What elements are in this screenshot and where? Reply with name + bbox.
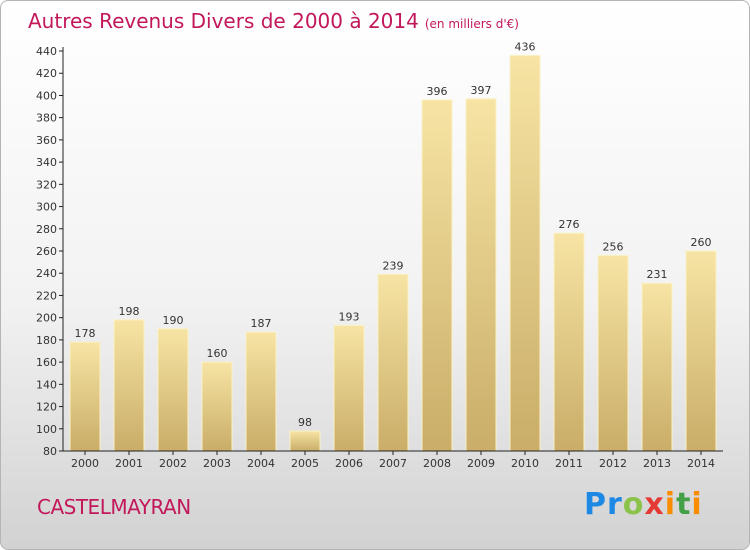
- x-tick-label: 2001: [115, 457, 143, 470]
- proxiti-logo: Proxiti: [584, 487, 703, 522]
- x-tick-label: 2008: [423, 457, 451, 470]
- y-tick-label: 200: [36, 312, 57, 325]
- bars: 178 198 190 160 187 98 193 239 396 397 436 276 256 23…: [69, 40, 717, 452]
- y-tick-label: 240: [36, 267, 57, 280]
- commune-name: CASTELMAYRAN: [37, 495, 191, 519]
- y-tick-label: 360: [36, 134, 57, 147]
- bar-value-label: 193: [339, 310, 360, 323]
- bar-value-label: 98: [298, 416, 312, 429]
- x-tick-label: 2014: [687, 457, 715, 470]
- y-tick-label: 100: [36, 423, 57, 436]
- logo-letter: r: [607, 487, 623, 522]
- bar-2012: [597, 254, 629, 452]
- x-axis: 2000 2001 2002 2003 2004 2005 2006 2007 2008 2009…: [63, 450, 723, 470]
- bar-value-label: 276: [559, 218, 580, 231]
- y-tick-label: 80: [43, 445, 57, 458]
- bar-value-label: 256: [603, 240, 624, 253]
- logo-letter: t: [676, 487, 692, 522]
- bar-2005: [289, 430, 321, 452]
- bar-value-label: 436: [515, 40, 536, 53]
- y-tick-label: 260: [36, 245, 57, 258]
- bar-value-label: 160: [207, 347, 228, 360]
- x-tick-label: 2012: [599, 457, 627, 470]
- bar-2011: [553, 232, 585, 452]
- x-tick-label: 2005: [291, 457, 319, 470]
- bar-value-label: 178: [75, 327, 96, 340]
- x-tick-label: 2009: [467, 457, 495, 470]
- y-tick-label: 140: [36, 378, 57, 391]
- x-tick-label: 2002: [159, 457, 187, 470]
- x-tick-label: 2003: [203, 457, 231, 470]
- x-tick-label: 2000: [71, 457, 99, 470]
- x-tick-label: 2013: [643, 457, 671, 470]
- bar-2014: [685, 250, 717, 452]
- y-tick-label: 280: [36, 223, 57, 236]
- y-tick-label: 160: [36, 356, 57, 369]
- bar-2001: [113, 319, 145, 452]
- bar-2007: [377, 273, 409, 452]
- bar-2003: [201, 361, 233, 452]
- y-tick-label: 300: [36, 201, 57, 214]
- logo-letter: i: [691, 487, 703, 522]
- bar-value-label: 198: [119, 305, 140, 318]
- bar-2009: [465, 98, 497, 452]
- chart-title: Autres Revenus Divers de 2000 à 2014 (en …: [28, 9, 519, 33]
- bar-value-label: 231: [647, 268, 668, 281]
- x-tick-label: 2004: [247, 457, 275, 470]
- bar-2000: [69, 341, 101, 452]
- y-tick-label: 400: [36, 89, 57, 102]
- bar-value-label: 397: [471, 84, 492, 97]
- bar-2006: [333, 324, 365, 452]
- bar-2004: [245, 331, 277, 452]
- bar-value-label: 396: [427, 85, 448, 98]
- bar-value-label: 239: [383, 259, 404, 272]
- x-tick-label: 2006: [335, 457, 363, 470]
- chart-title-text: Autres Revenus Divers de 2000 à 2014: [28, 9, 419, 33]
- y-tick-label: 320: [36, 178, 57, 191]
- y-tick-label: 340: [36, 156, 57, 169]
- y-tick-label: 420: [36, 67, 57, 80]
- y-tick-label: 180: [36, 334, 57, 347]
- x-tick-label: 2011: [555, 457, 583, 470]
- bar-2002: [157, 328, 189, 452]
- bar-value-label: 187: [251, 317, 272, 330]
- bar-2008: [421, 99, 453, 452]
- bar-value-label: 190: [163, 314, 184, 327]
- bar-2013: [641, 282, 673, 452]
- logo-letter: o: [622, 487, 645, 522]
- bar-2010: [509, 54, 541, 452]
- y-tick-label: 380: [36, 112, 57, 125]
- logo-letter: i: [664, 487, 677, 522]
- logo-letter: P: [584, 487, 607, 522]
- x-tick-label: 2007: [379, 457, 407, 470]
- y-tick-label: 120: [36, 401, 57, 414]
- y-tick-label: 220: [36, 289, 57, 302]
- logo-letter: x: [644, 487, 665, 522]
- y-tick-label: 440: [36, 45, 57, 58]
- y-axis: 80 100 120 140 160 180 200 220 240 260 280 300 320 34…: [36, 45, 64, 458]
- chart-subtitle: (en milliers d'€): [424, 17, 519, 31]
- x-tick-label: 2010: [511, 457, 539, 470]
- bar-value-label: 260: [691, 236, 712, 249]
